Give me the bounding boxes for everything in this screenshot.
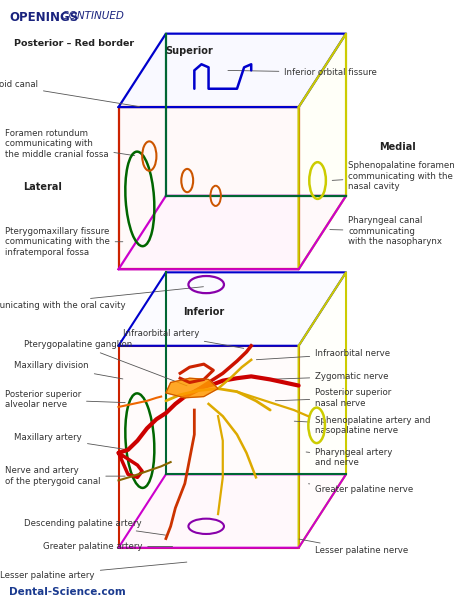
Text: Medial: Medial <box>379 142 416 152</box>
Polygon shape <box>299 272 346 548</box>
Text: Posterior superior
alveolar nerve: Posterior superior alveolar nerve <box>5 390 125 409</box>
Polygon shape <box>118 474 346 548</box>
Polygon shape <box>118 34 346 107</box>
Text: Pterygomaxillary fissure
communicating with the
infratemporal fossa: Pterygomaxillary fissure communicating w… <box>5 227 123 256</box>
Text: Posterior – Red border: Posterior – Red border <box>14 39 134 48</box>
Text: Maxillary division: Maxillary division <box>14 362 123 379</box>
Text: Zygomatic nerve: Zygomatic nerve <box>268 372 389 381</box>
Polygon shape <box>299 34 346 269</box>
Text: Inferior: Inferior <box>183 307 225 317</box>
Polygon shape <box>118 107 299 269</box>
Text: Pharyngeal canal
communicating
with the nasopharynx: Pharyngeal canal communicating with the … <box>330 217 442 246</box>
Text: Nerve and artery
of the pterygoid canal: Nerve and artery of the pterygoid canal <box>5 466 125 486</box>
Polygon shape <box>118 196 346 269</box>
Text: Posterior superior
nasal nerve: Posterior superior nasal nerve <box>275 388 392 408</box>
Text: Sphenopalatine artery and
nasopalatine nerve: Sphenopalatine artery and nasopalatine n… <box>294 416 431 435</box>
Polygon shape <box>118 272 346 346</box>
Text: Pharyngeal artery
and nerve: Pharyngeal artery and nerve <box>306 448 392 468</box>
Text: Sphenopalatine foramen
communicating with the
nasal cavity: Sphenopalatine foramen communicating wit… <box>332 162 455 191</box>
Text: Infraorbital nerve: Infraorbital nerve <box>256 349 390 360</box>
Polygon shape <box>166 378 218 398</box>
Text: Foramen rotundum
communicating with
the middle cranial fossa: Foramen rotundum communicating with the … <box>5 129 135 159</box>
Text: Inferior orbital fissure: Inferior orbital fissure <box>228 68 377 76</box>
Text: Lateral: Lateral <box>23 182 62 192</box>
Text: Maxillary artery: Maxillary artery <box>14 433 125 449</box>
Text: Lesser palatine artery: Lesser palatine artery <box>0 562 187 580</box>
Text: Superior: Superior <box>166 46 213 56</box>
Text: OPENINGS: OPENINGS <box>9 11 79 24</box>
Text: Greater palatine artery: Greater palatine artery <box>43 542 173 551</box>
Text: Dental-Science.com: Dental-Science.com <box>9 587 126 597</box>
Text: Pterygopalatine ganglion: Pterygopalatine ganglion <box>25 340 187 386</box>
Text: Lesser palatine nerve: Lesser palatine nerve <box>299 539 409 555</box>
Text: Palatine canal communicating with the oral cavity: Palatine canal communicating with the or… <box>0 286 203 310</box>
Text: Greater palatine nerve: Greater palatine nerve <box>309 483 413 494</box>
Polygon shape <box>118 346 299 548</box>
Text: Descending palatine artery: Descending palatine artery <box>24 519 165 535</box>
Text: Infraorbital artery: Infraorbital artery <box>123 329 244 348</box>
Text: CONTINUED: CONTINUED <box>55 11 123 21</box>
Text: Pterygoid canal: Pterygoid canal <box>0 80 139 106</box>
